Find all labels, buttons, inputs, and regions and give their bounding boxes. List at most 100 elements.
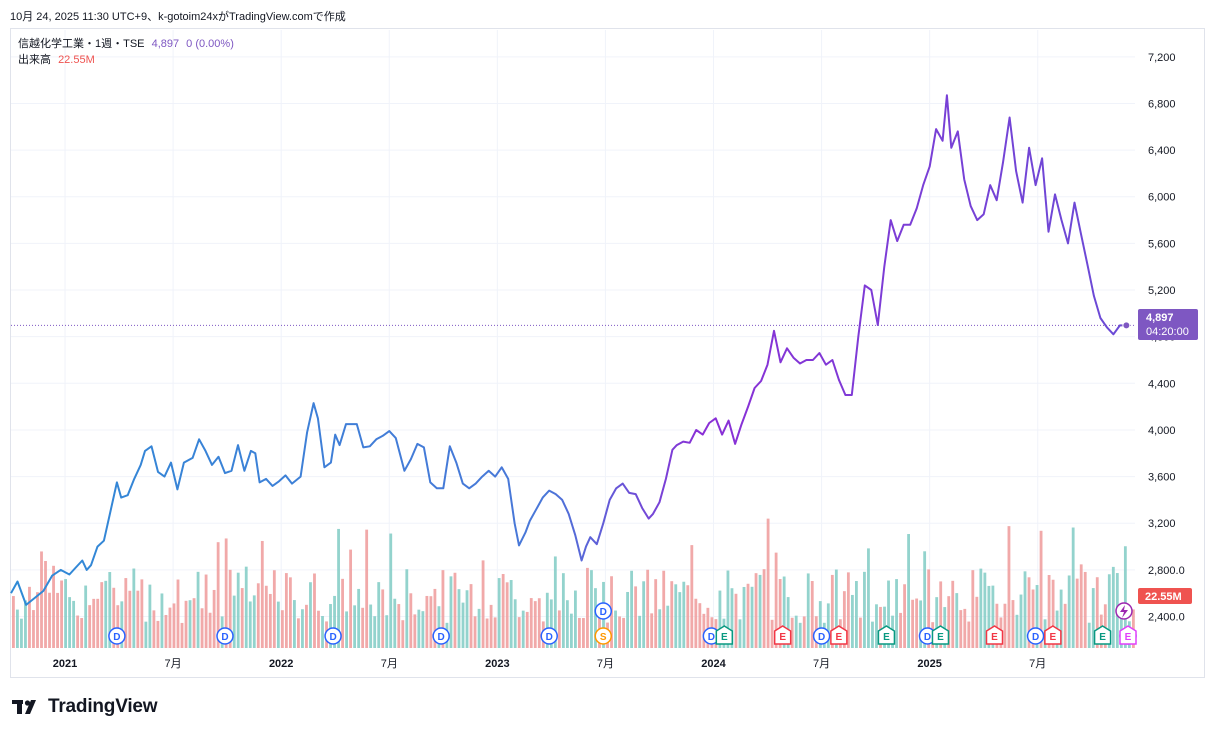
- volume-bar: [393, 598, 397, 648]
- volume-bar: [120, 601, 124, 648]
- volume-bar: [826, 603, 830, 648]
- volume-bar: [810, 581, 814, 648]
- chart-legend: 信越化学工業・1週・TSE 4,897 0 (0.00%) 出来高 22.55M: [18, 36, 234, 68]
- volume-bar: [36, 592, 39, 648]
- volume-bar: [662, 570, 666, 648]
- price-axis[interactable]: 2,400.02,800.03,2003,6004,0004,4004,8005…: [1148, 52, 1185, 624]
- volume-bar: [702, 613, 706, 648]
- volume-bar: [373, 616, 377, 648]
- legend-symbol-row[interactable]: 信越化学工業・1週・TSE 4,897 0 (0.00%): [18, 36, 234, 52]
- price-tick-label: 3,200: [1148, 518, 1176, 530]
- tradingview-footer[interactable]: TradingView: [12, 696, 158, 718]
- volume-bar: [1011, 600, 1015, 648]
- volume-bar: [349, 549, 353, 648]
- volume-bar: [76, 615, 80, 648]
- volume-bar: [859, 617, 862, 648]
- event-marker-dividend: D: [540, 627, 558, 645]
- volume-bar: [321, 616, 324, 648]
- volume-bar: [184, 600, 188, 648]
- volume-bar: [1035, 585, 1039, 648]
- event-marker-earnings_pending: E: [1119, 625, 1137, 645]
- volume-bar: [786, 597, 790, 648]
- chart-frame: [10, 28, 1205, 678]
- volume-bar: [879, 606, 882, 648]
- price-tick-label: 5,600: [1148, 238, 1176, 250]
- volume-bar: [666, 605, 670, 648]
- event-marker-earnings_red: E: [830, 625, 848, 645]
- volume-bar: [92, 598, 96, 648]
- time-axis[interactable]: 2021 7月 2022 7月 2023 7月 2024 7月 2025 7月: [53, 658, 1046, 670]
- volume-bar: [686, 585, 690, 648]
- event-marker-earnings_red: E: [1044, 625, 1062, 645]
- volume-bar: [774, 552, 778, 648]
- event-marker-dividend: D: [594, 602, 613, 620]
- volume-bar: [1071, 527, 1075, 648]
- volume-bar: [309, 582, 312, 648]
- volume-bar: [48, 592, 51, 648]
- legend-volume-row[interactable]: 出来高 22.55M: [18, 52, 234, 68]
- volume-bar: [798, 622, 802, 648]
- time-tick-label: 7月: [597, 658, 614, 670]
- volume-bar: [337, 528, 340, 648]
- event-label: D: [546, 632, 553, 643]
- volume-bar: [923, 551, 927, 648]
- volume-bar: [413, 614, 417, 648]
- volume-bar: [369, 604, 373, 648]
- volume-bar: [818, 601, 822, 648]
- event-label: D: [1032, 632, 1039, 643]
- volume-bar: [389, 533, 393, 648]
- volume-bar: [68, 597, 72, 648]
- volume-bar: [272, 570, 276, 648]
- volume-bar: [429, 596, 433, 648]
- volume-bar: [778, 579, 782, 648]
- event-label: D: [600, 607, 607, 618]
- event-label: D: [221, 632, 228, 643]
- volume-bar: [907, 534, 910, 648]
- event-marker-dividend: D: [324, 627, 342, 645]
- volume-bar: [152, 610, 156, 648]
- event-label: E: [991, 632, 998, 643]
- volume-bar: [830, 574, 834, 648]
- volume-bar: [718, 590, 722, 648]
- event-label: E: [1050, 632, 1057, 643]
- volume-bar: [586, 567, 589, 648]
- event-badge-shape: [432, 627, 450, 645]
- volume-bar: [706, 607, 710, 648]
- volume-bar: [108, 572, 112, 648]
- volume-bar: [353, 605, 357, 648]
- event-badge-shape: [1093, 625, 1112, 645]
- volume-bar: [582, 618, 585, 648]
- volume-bar: [846, 572, 850, 648]
- volume-bar: [955, 593, 959, 648]
- volume-bar: [842, 591, 846, 648]
- event-marker-dividend: D: [1026, 627, 1045, 645]
- volume-bar: [305, 604, 308, 648]
- volume-bar: [192, 598, 196, 648]
- volume-bar: [1103, 604, 1107, 648]
- volume-bar: [437, 606, 441, 648]
- volume-bar: [405, 569, 409, 648]
- volume-bar: [1063, 603, 1067, 648]
- volume-bar: [104, 580, 108, 648]
- volume-bar: [650, 613, 654, 648]
- volume-bar: [850, 594, 854, 648]
- event-badge-shape: [540, 627, 558, 645]
- volume-bar: [919, 600, 923, 648]
- volume-bar: [116, 605, 120, 648]
- volume-bar: [112, 587, 116, 648]
- volume-bar: [196, 571, 200, 648]
- event-badge-shape: [594, 602, 613, 620]
- volume-bar: [698, 603, 702, 648]
- volume-bar: [401, 620, 405, 648]
- volume-bar: [28, 586, 31, 648]
- volume-bar: [284, 573, 288, 648]
- price-tick-label: 7,200: [1148, 52, 1176, 64]
- volume-bar: [52, 565, 55, 648]
- time-tick-label: 7月: [381, 658, 398, 670]
- volume-bar: [1031, 589, 1035, 648]
- event-label: E: [721, 632, 728, 643]
- volume-bar: [252, 595, 256, 648]
- volume-bar: [670, 581, 674, 648]
- volume-bar: [971, 570, 975, 648]
